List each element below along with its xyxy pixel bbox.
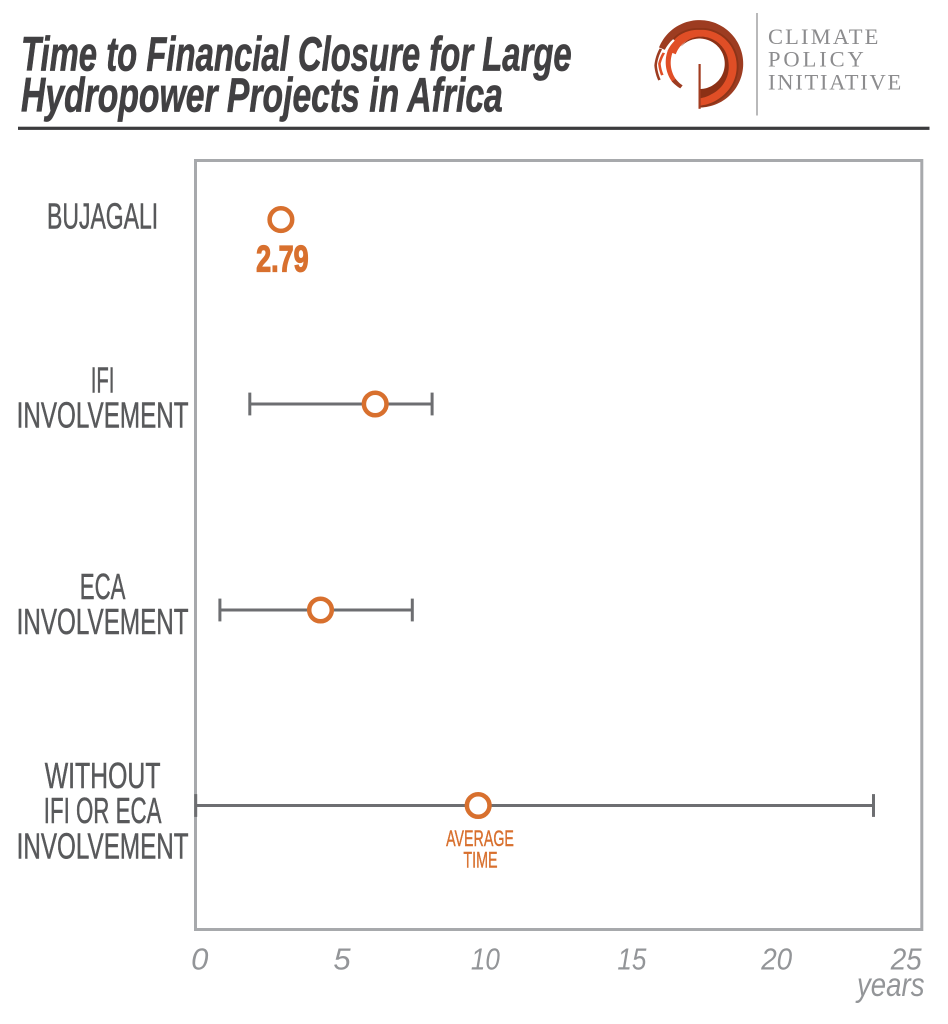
svg-text:INVOLVEMENT: INVOLVEMENT [17, 394, 189, 435]
svg-text:INVOLVEMENT: INVOLVEMENT [17, 826, 189, 867]
svg-text:ECA: ECA [80, 566, 126, 607]
svg-text:TIME: TIME [463, 847, 497, 872]
svg-text:INVOLVEMENT: INVOLVEMENT [17, 601, 189, 642]
svg-text:BUJAGALI: BUJAGALI [47, 196, 158, 237]
svg-text:15: 15 [617, 942, 647, 977]
svg-text:2.79: 2.79 [256, 238, 309, 280]
svg-text:10: 10 [471, 942, 500, 977]
svg-text:IFI OR ECA: IFI OR ECA [44, 790, 162, 831]
svg-text:25: 25 [890, 942, 923, 977]
svg-text:5: 5 [333, 942, 351, 977]
svg-text:AVERAGE: AVERAGE [446, 826, 514, 851]
svg-text:years: years [855, 967, 924, 1004]
svg-text:Hydropower Projects in Africa: Hydropower Projects in Africa [21, 69, 503, 123]
svg-text:Time to Financial Closure for: Time to Financial Closure for Large [21, 28, 572, 82]
svg-text:IFI: IFI [91, 359, 115, 400]
svg-text:POLICY: POLICY [768, 47, 864, 72]
svg-text:CLIMATE: CLIMATE [768, 24, 878, 49]
svg-text:0: 0 [191, 942, 208, 977]
svg-text:20: 20 [760, 942, 792, 977]
svg-text:WITHOUT: WITHOUT [45, 755, 161, 796]
svg-text:INITIATIVE: INITIATIVE [768, 69, 901, 94]
